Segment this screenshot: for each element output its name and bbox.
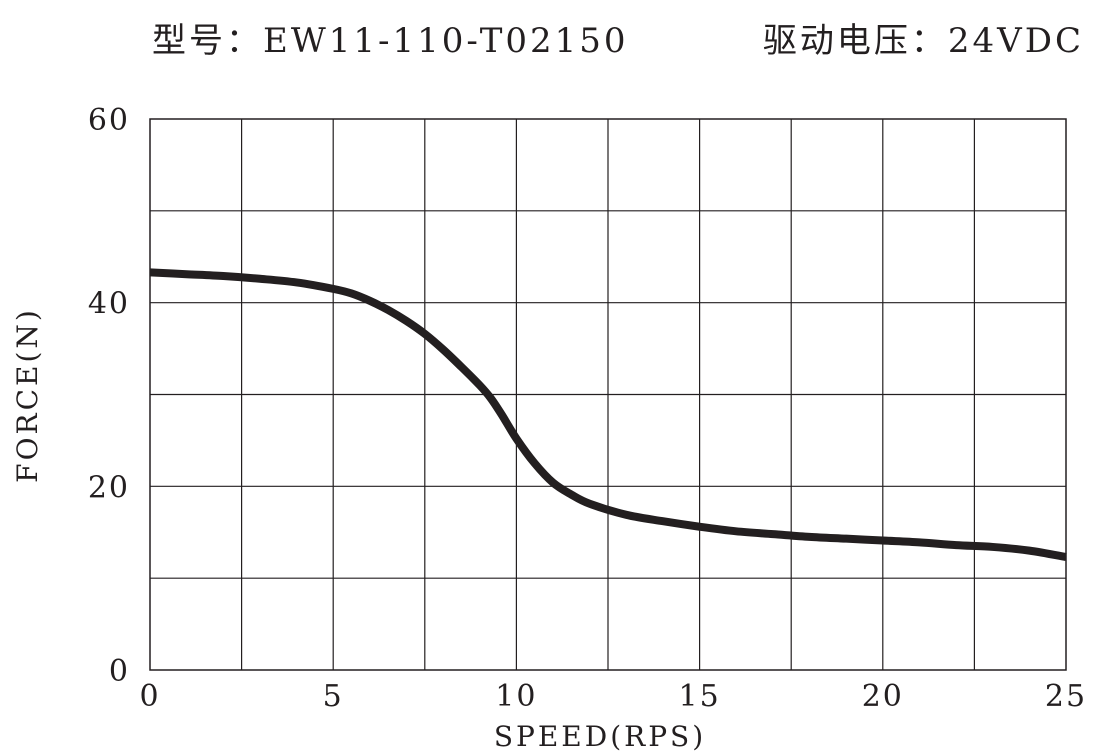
tick-labels: 0 5 10 15 20 25 0 20 40 60	[88, 103, 1087, 714]
plot-frame	[149, 118, 1067, 671]
x-tick-label-0: 0	[139, 679, 160, 714]
force-speed-curve-0	[149, 268, 1067, 561]
x-tick-label-1: 5	[323, 679, 344, 714]
y-tick-label-1: 20	[88, 470, 130, 505]
voltage-label: 驱动电压：24VDC	[763, 21, 1084, 61]
series	[149, 268, 1067, 561]
x-axis-title: SPEED(RPS)	[494, 720, 706, 753]
x-tick-label-2: 10	[495, 679, 537, 714]
model-label: 型号：EW11-110-T02150	[152, 21, 629, 61]
x-tick-label-3: 15	[679, 679, 721, 714]
grid	[150, 119, 1066, 670]
y-axis-title: FORCE(N)	[11, 307, 44, 483]
x-tick-label-5: 25	[1045, 679, 1087, 714]
y-tick-label-3: 60	[88, 103, 130, 138]
y-tick-label-0: 0	[109, 654, 130, 689]
x-tick-label-4: 20	[862, 679, 904, 714]
y-tick-label-2: 40	[88, 287, 130, 322]
